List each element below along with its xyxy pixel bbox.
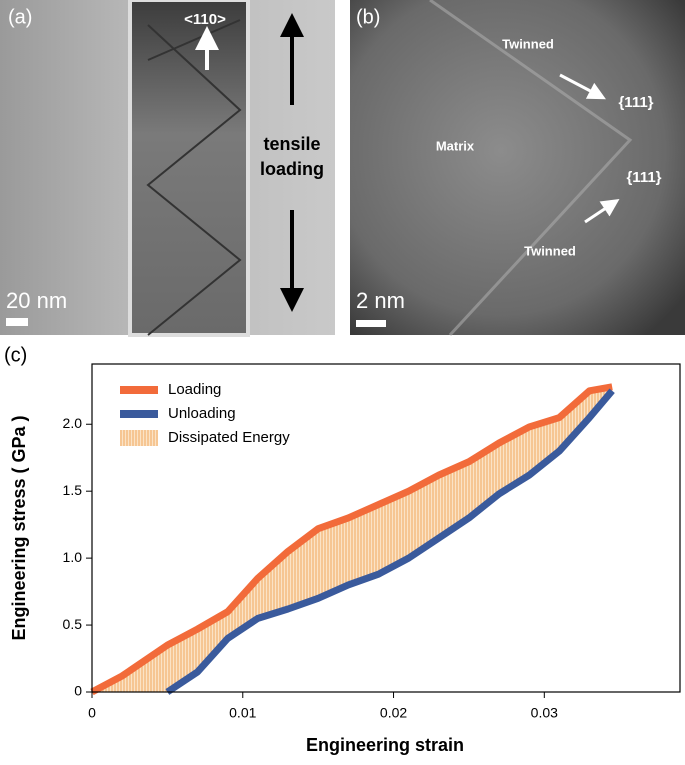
- region-label: Matrix: [436, 138, 475, 153]
- y-tick-label: 2.0: [63, 415, 83, 431]
- plane-label: {111}: [626, 169, 661, 186]
- region-label: Twinned: [524, 243, 576, 258]
- data-line: [90, 383, 613, 696]
- panel-b: (b) Twinned {111} Matrix {111} Twinned 2…: [350, 0, 685, 337]
- legend-label: Dissipated Energy: [168, 429, 290, 446]
- y-tick-label: 1.0: [63, 549, 83, 565]
- scale-label: 20 nm: [6, 288, 67, 313]
- panel-label: (b): [356, 6, 380, 28]
- arrow: [559, 73, 606, 100]
- legend-swatch: [120, 430, 158, 446]
- region-label: Twinned: [502, 36, 554, 51]
- scale-bar: [356, 320, 386, 327]
- micrograph-b: [350, 0, 685, 335]
- twin-boundaries: [146, 19, 242, 336]
- x-tick-label: 0.01: [229, 705, 256, 721]
- twin-boundaries: [429, 0, 633, 337]
- y-tick-label: 0.5: [63, 616, 83, 632]
- loading-label: loading: [260, 159, 324, 179]
- nanowire: [128, 0, 250, 337]
- panel-label: (c): [4, 344, 27, 366]
- y-axis-title: Engineering stress ( GPa ): [9, 415, 29, 640]
- panel-label: (a): [8, 6, 32, 28]
- x-axis-title: Engineering strain: [306, 735, 464, 755]
- data-line: [165, 388, 615, 695]
- x-tick-label: 0.03: [531, 705, 558, 721]
- scale-label: 2 nm: [356, 288, 405, 313]
- plot-frame: [91, 363, 681, 693]
- y-tick-label: 0: [74, 683, 82, 699]
- direction-label: <110>: [184, 11, 226, 28]
- arrow: [584, 199, 620, 224]
- scale-bar: [6, 318, 28, 326]
- legend-label: Loading: [168, 381, 221, 398]
- plane-label: {111}: [618, 94, 653, 111]
- loading-label: tensile: [263, 134, 320, 154]
- y-tick-label: 1.5: [63, 482, 83, 498]
- x-tick-label: 0.02: [380, 705, 407, 721]
- panel-a: (a) <110> tensile loading 20 nm: [0, 0, 335, 337]
- x-tick-label: 0: [88, 705, 96, 721]
- legend-label: Unloading: [168, 405, 236, 422]
